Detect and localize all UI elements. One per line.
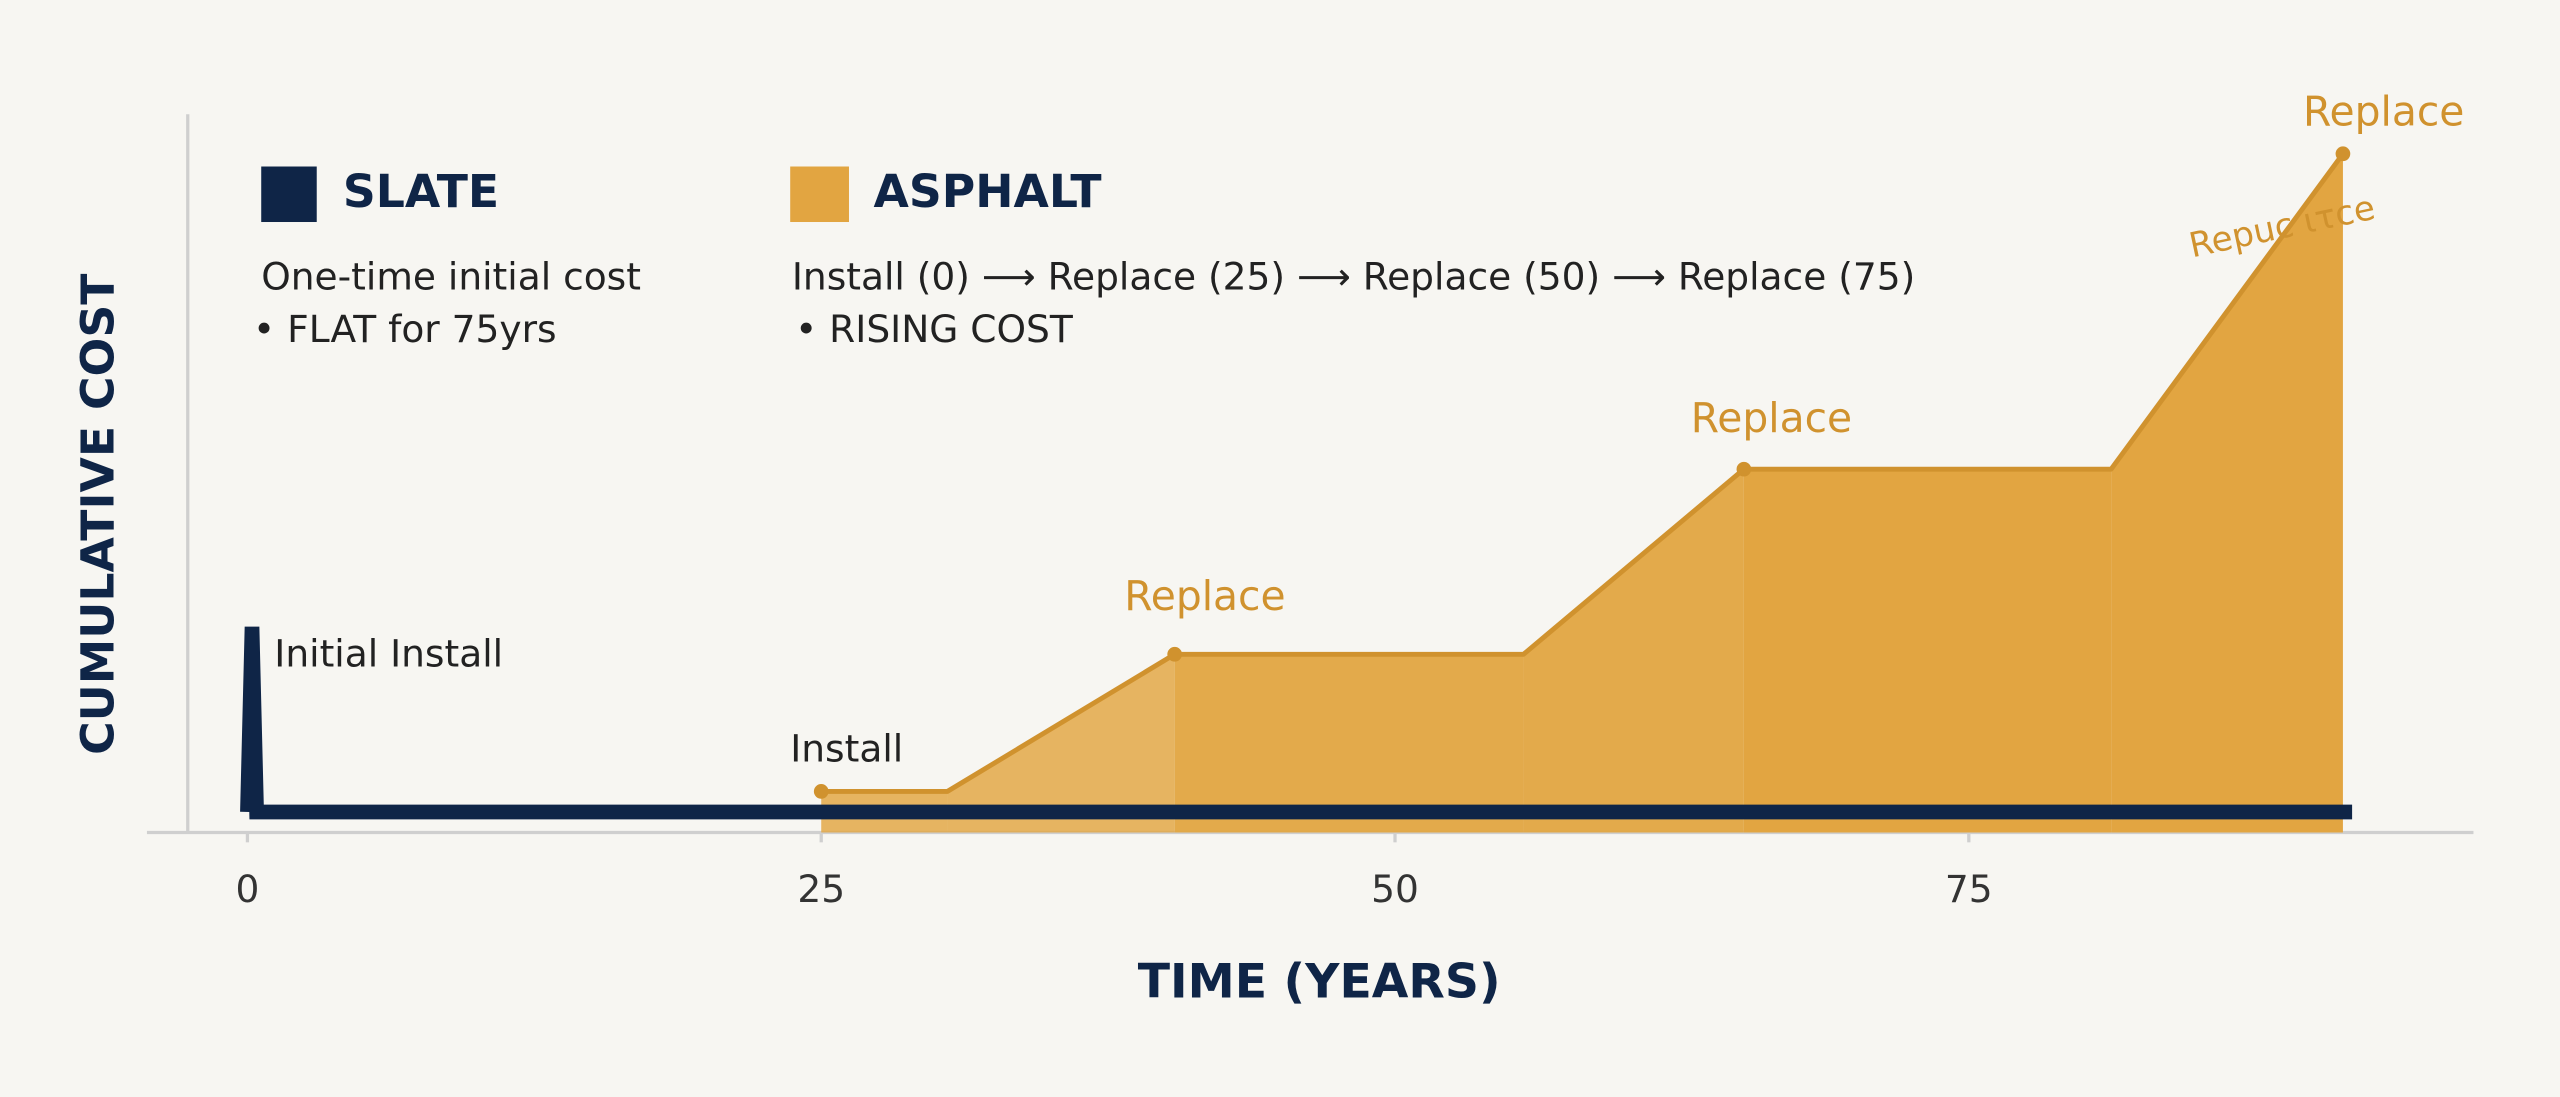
legend-swatch xyxy=(790,166,849,223)
point xyxy=(1167,646,1183,662)
area-segment xyxy=(1523,469,1744,833)
x-tick-label: 25 xyxy=(797,867,845,911)
area-segment xyxy=(1743,469,2112,833)
x-tick-label: 0 xyxy=(235,867,259,911)
annotation: Initial Install xyxy=(274,632,503,676)
x-tick-label: 75 xyxy=(1945,867,1993,911)
annotation: Install xyxy=(790,726,903,770)
legend-label: ASPHALT xyxy=(873,165,1101,218)
legend-label: SLATE xyxy=(343,165,499,218)
area-segment xyxy=(1174,654,1524,833)
point xyxy=(2335,146,2351,162)
point xyxy=(1736,461,1752,477)
legend-note: • FLAT for 75yrs xyxy=(253,307,557,351)
x-axis-label: TIME (YEARS) xyxy=(1138,954,1501,1009)
x-tick-label: 50 xyxy=(1371,867,1419,911)
legend-note: • RISING COST xyxy=(795,307,1074,351)
annotation: Replace xyxy=(2303,87,2464,135)
legend-note: One-time initial cost xyxy=(261,255,641,299)
annotation: Replace xyxy=(1691,394,1852,442)
y-axis-label: CUMULATIVE COST xyxy=(72,274,125,755)
area-line xyxy=(821,152,2345,794)
area-segment xyxy=(947,654,1175,833)
annotation: Replace xyxy=(1124,572,1285,620)
legend-note: Install (0) ⟶ Replace (25) ⟶ Replace (50… xyxy=(792,255,1915,299)
area-segment xyxy=(2111,153,2343,833)
legend-swatch xyxy=(261,166,317,223)
point xyxy=(813,784,829,799)
line xyxy=(240,626,2353,820)
